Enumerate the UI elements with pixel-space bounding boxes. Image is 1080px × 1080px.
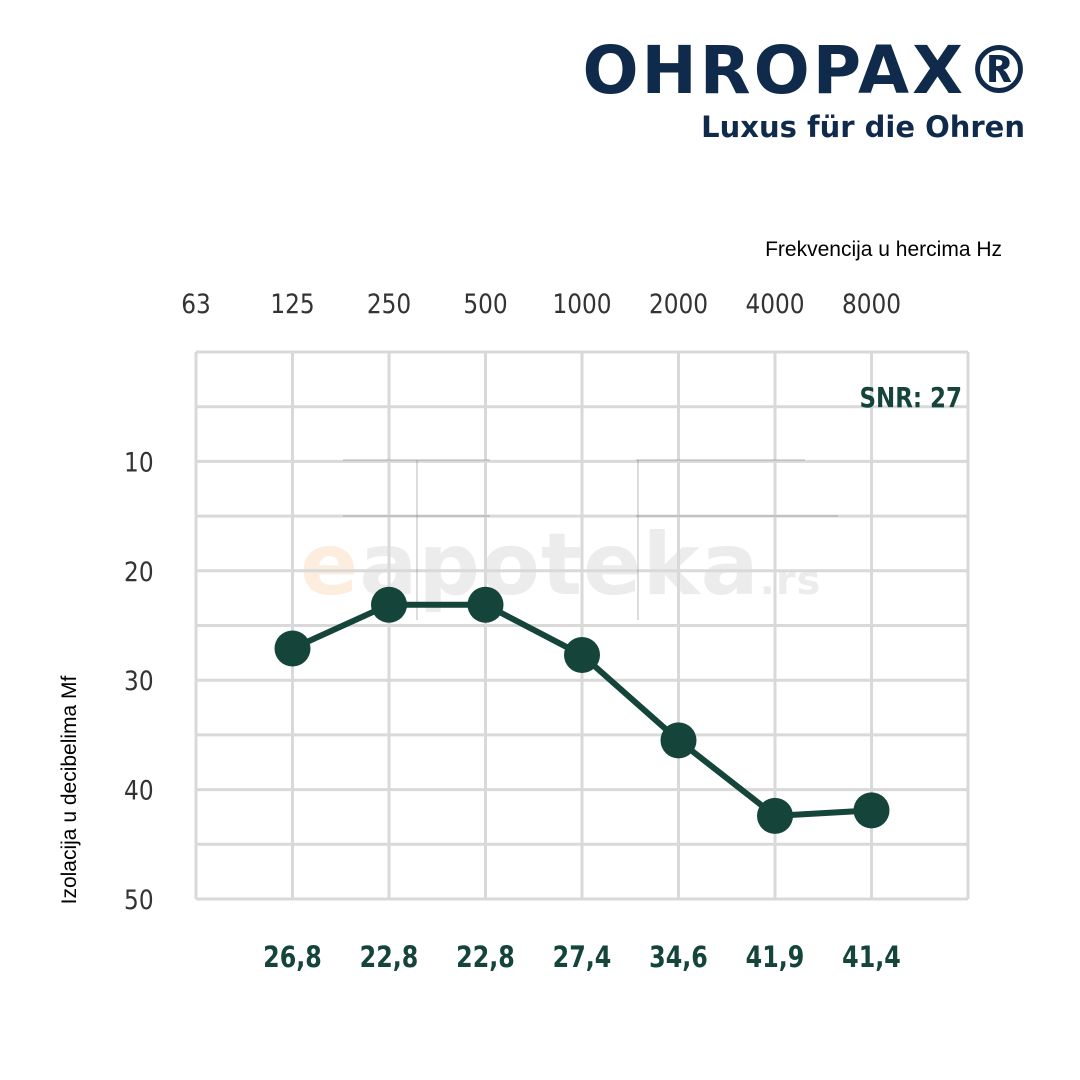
y-tick-label: 50: [124, 884, 154, 915]
x-tick-label: 500: [463, 288, 507, 319]
x-tick-label: 250: [367, 288, 411, 319]
data-label: 27,4: [553, 941, 612, 975]
data-label: 34,6: [649, 941, 708, 975]
x-tick-label: 2000: [649, 288, 708, 319]
data-label: 22,8: [456, 941, 515, 975]
brand-tagline: Luxus für die Ohren: [701, 110, 1025, 144]
y-tick-label: 40: [124, 775, 154, 806]
data-point: [467, 586, 504, 623]
brand-name: OHROPAX®: [582, 32, 1035, 109]
data-label: 26,8: [263, 941, 322, 975]
data-point: [371, 586, 407, 623]
y-tick-label: 20: [124, 556, 154, 587]
x-tick-label: 1000: [552, 288, 611, 319]
x-tick-label: 125: [270, 288, 314, 319]
x-axis-title: Frekvencija u hercima Hz: [765, 238, 1002, 261]
watermark: eapoteka.rs: [300, 515, 822, 615]
data-point: [274, 630, 311, 667]
data-label: 41,9: [746, 941, 805, 975]
x-tick-label: 63: [181, 288, 211, 319]
data-point: [660, 722, 697, 759]
data-point: [564, 637, 600, 674]
y-tick-label: 10: [124, 447, 154, 478]
data-point: [853, 792, 890, 829]
y-tick-label: 30: [124, 666, 154, 697]
data-point: [757, 797, 793, 834]
brand-logo: OHROPAX® Luxus für die Ohren: [582, 32, 1035, 145]
x-tick-label: 8000: [842, 288, 901, 319]
data-label: 41,4: [842, 941, 901, 975]
x-tick-label: 4000: [745, 288, 804, 319]
snr-annotation: SNR: 27: [859, 382, 962, 415]
data-label: 22,8: [360, 941, 419, 975]
